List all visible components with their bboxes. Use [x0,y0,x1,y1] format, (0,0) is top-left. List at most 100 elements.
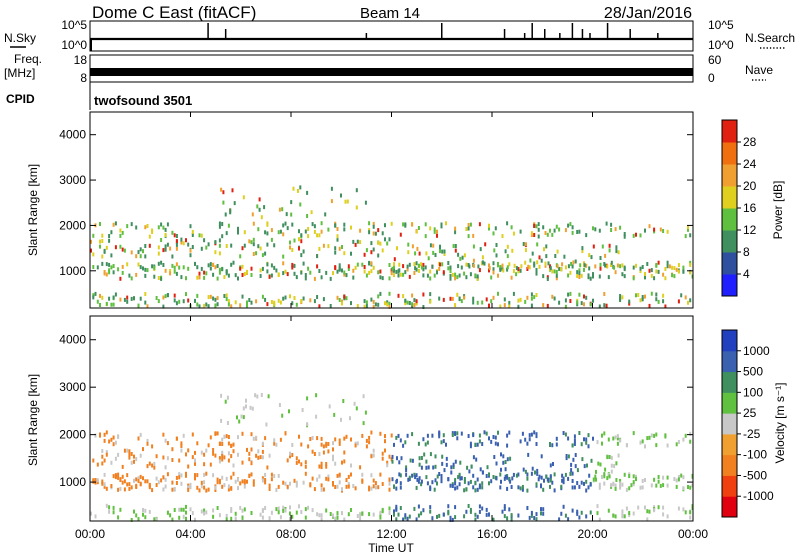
range-cell [117,475,120,480]
range-cell [648,435,651,440]
range-cell [372,224,375,229]
range-cell [157,261,160,266]
range-cell [119,276,122,281]
range-cell [555,269,558,274]
range-cell [268,274,271,279]
range-cell [108,439,111,444]
range-cell [646,509,649,514]
range-cell [162,263,165,267]
range-cell [528,433,531,438]
range-cell [372,448,375,453]
range-cell [569,270,572,275]
range-cell [504,467,507,472]
range-cell [205,271,208,276]
range-cell [304,273,307,277]
range-cell [273,300,276,305]
range-cell [374,485,377,490]
range-cell [588,473,591,478]
range-cell [443,252,446,256]
range-cell [415,485,418,490]
range-cell [447,261,450,265]
range-cell [166,472,169,477]
range-cell [404,298,407,303]
range-cell [599,266,602,271]
range-cell [166,222,169,227]
range-cell [112,505,115,510]
range-cell [500,479,502,484]
range-cell [404,515,407,520]
range-cell [429,299,432,304]
range-cell [576,300,579,305]
colorbar-swatch [722,350,737,373]
range-cell [415,473,418,478]
range-cell [653,227,656,232]
range-cell [332,447,334,452]
range-cell [592,477,595,482]
range-cell [576,270,579,275]
range-cell [212,296,215,301]
range-cell [265,422,268,427]
range-cell [481,300,484,305]
range-cell [352,275,355,280]
range-cell [289,454,291,459]
range-cell [616,263,619,268]
range-cell [133,296,135,301]
range-cell [189,485,192,490]
range-cell [289,451,291,456]
range-cell [334,250,337,255]
range-cell [429,485,432,490]
range-cell [564,265,567,270]
range-cell [185,238,187,243]
range-cell [578,431,581,435]
range-cell [224,212,227,217]
range-cell [503,514,506,519]
range-cell [429,276,432,281]
range-cell [666,475,669,480]
range-cell [472,233,475,238]
range-cell [114,292,117,297]
range-cell [171,447,174,452]
range-cell [668,264,671,269]
range-cell [493,248,496,253]
range-cell [641,485,644,490]
range-cell [338,267,341,272]
range-cell [162,304,165,309]
range-cell [684,433,687,438]
range-cell [657,505,660,510]
range-cell [398,472,401,477]
range-cell [94,433,97,438]
range-cell [368,228,371,233]
range-cell [279,515,282,520]
range-cell [530,432,533,437]
range-cell [481,470,484,475]
range-cell [461,255,464,260]
range-cell [261,266,264,271]
range-cell [216,506,219,510]
range-cell [574,259,577,264]
range-cell [96,462,99,467]
range-cell [433,273,436,278]
range-cell [436,233,438,238]
range-cell [372,265,375,270]
range-cell [226,421,229,425]
range-cell [635,263,637,268]
range-cell [555,224,558,229]
range-cell [619,264,622,269]
range-cell [621,482,624,487]
range-cell [423,452,426,457]
range-cell [494,226,497,231]
range-cell [212,272,215,277]
range-cell [119,244,122,249]
range-cell [302,296,305,301]
range-cell [334,516,337,521]
range-cell [182,265,185,270]
range-cell [261,455,264,460]
range-cell [503,476,506,481]
range-cell [395,507,398,512]
range-cell [135,272,138,277]
range-cell [604,263,607,268]
range-cell [105,262,108,267]
range-cell [304,460,307,465]
range-cell [402,272,405,277]
range-cell [393,512,395,517]
